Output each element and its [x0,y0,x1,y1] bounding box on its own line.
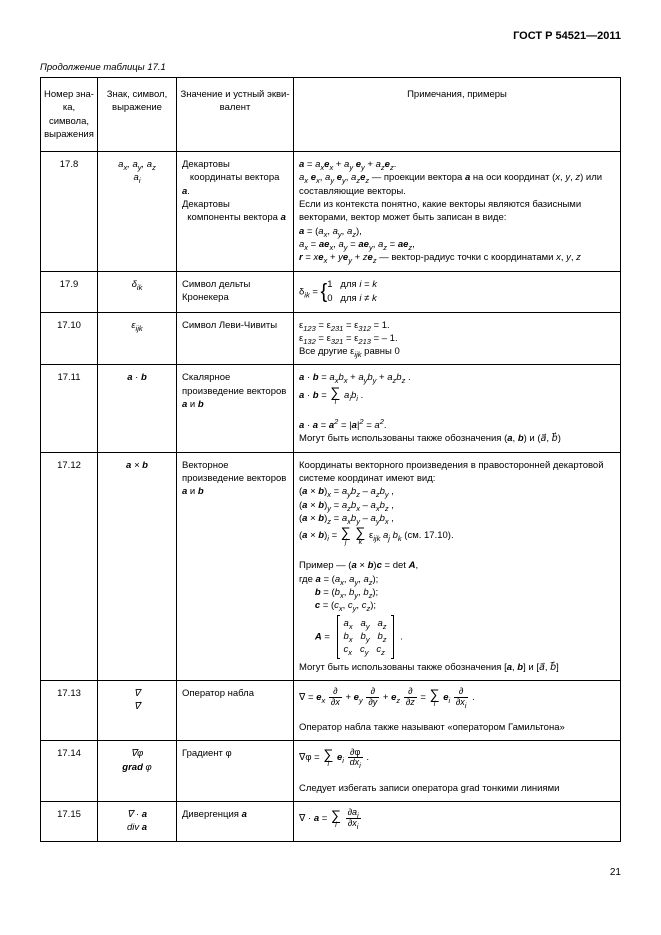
row-symbol: ∇∇⃗ [98,680,177,741]
row-number: 17.9 [41,271,98,312]
page-number: 21 [40,867,621,878]
header-number: Номер зна- ка, символа, выражения [41,78,98,152]
header-symbol: Знак, символ, выражение [98,78,177,152]
row-number: 17.10 [41,312,98,365]
table-row: 17.15 ∇ · adiv a Дивергенция a ∇ · a = ∑… [41,801,621,841]
table-row: 17.10 εijk Символ Леви-Чивиты ε123 = ε23… [41,312,621,365]
row-symbol: ax, ay, azai [98,152,177,271]
standards-table: Номер зна- ка, символа, выражения Знак, … [40,77,621,842]
row-number: 17.12 [41,452,98,680]
document-title: ГОСТ Р 54521—2011 [40,30,621,42]
table-row: 17.12 a × b Векторное произведение векто… [41,452,621,680]
header-meaning: Значение и устный экви- валент [177,78,294,152]
row-notes: a = axex + ay ey + azez. ax ex, ay ey, a… [294,152,621,271]
row-number: 17.8 [41,152,98,271]
row-symbol: ∇ · adiv a [98,801,177,841]
table-row: 17.13 ∇∇⃗ Оператор набла ∇ = ex ∂∂x + ey… [41,680,621,741]
row-meaning: Символ дельты Кронекера [177,271,294,312]
row-symbol: a × b [98,452,177,680]
header-notes: Примечания, примеры [294,78,621,152]
row-number: 17.11 [41,365,98,452]
row-symbol: a · b [98,365,177,452]
row-notes: Координаты векторного произведения в пра… [294,452,621,680]
table-row: 17.11 a · b Скалярное произведение векто… [41,365,621,452]
row-notes: ∇ · a = ∑i ∂ai∂xi [294,801,621,841]
table-row: 17.14 ∇φgrad φ Градиент φ ∇φ = ∑i ei ∂φd… [41,741,621,802]
row-notes: ∇φ = ∑i ei ∂φdxi . Следует избегать запи… [294,741,621,802]
row-meaning: Градиент φ [177,741,294,802]
row-number: 17.14 [41,741,98,802]
row-symbol: δik [98,271,177,312]
row-number: 17.15 [41,801,98,841]
row-meaning: Векторное произведение векторов a и b [177,452,294,680]
row-notes: a · b = axbx + ayby + azbz . a · b = ∑i … [294,365,621,452]
row-meaning: Оператор набла [177,680,294,741]
row-notes: δik = {1 для i = k0 для i ≠ k [294,271,621,312]
row-notes: ∇ = ex ∂∂x + ey ∂∂y + ez ∂∂z = ∑i ei ∂∂x… [294,680,621,741]
row-number: 17.13 [41,680,98,741]
row-notes: ε123 = ε231 = ε312 = 1. ε132 = ε321 = ε2… [294,312,621,365]
row-symbol: εijk [98,312,177,365]
table-row: 17.8 ax, ay, azai Декартовы координаты в… [41,152,621,271]
row-meaning: Дивергенция a [177,801,294,841]
row-symbol: ∇φgrad φ [98,741,177,802]
row-meaning: Скалярное произведение векторов a и b [177,365,294,452]
table-caption: Продолжение таблицы 17.1 [40,62,621,73]
row-meaning: Символ Леви-Чивиты [177,312,294,365]
row-meaning: Декартовы координаты вектора a.Декартовы… [177,152,294,271]
table-row: 17.9 δik Символ дельты Кронекера δik = {… [41,271,621,312]
